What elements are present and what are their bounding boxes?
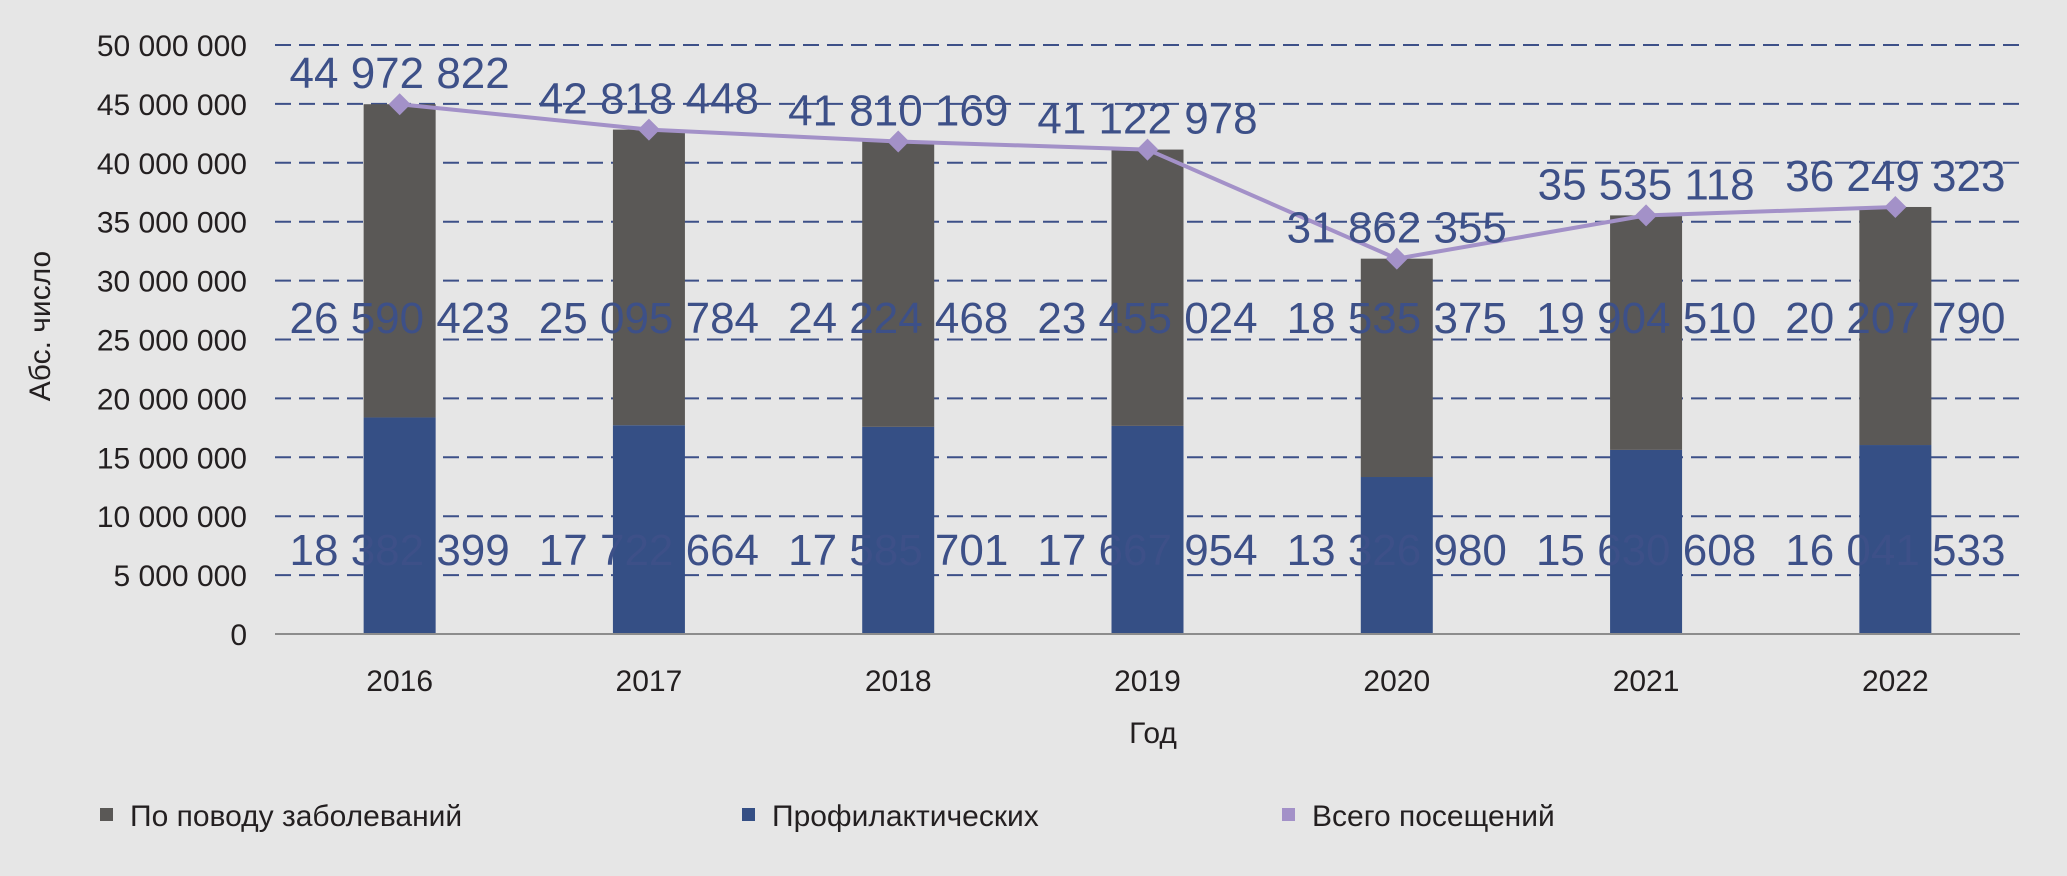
line-marker-total: [1635, 204, 1658, 227]
y-axis-title: Абс. число: [24, 251, 57, 401]
data-label-disease: 26 590 423: [290, 294, 510, 343]
bar-disease: [862, 141, 935, 427]
data-label-preventive: 17 667 954: [1037, 526, 1257, 575]
y-tick-label: 45 000 000: [97, 89, 247, 122]
line-marker-total: [388, 93, 411, 116]
x-axis-title: Год: [1129, 717, 1177, 750]
y-tick-label: 40 000 000: [97, 148, 247, 181]
data-label-preventive: 17 722 664: [539, 526, 759, 575]
data-label-preventive: 17 585 701: [788, 526, 1008, 575]
y-tick-label: 20 000 000: [97, 383, 247, 416]
legend-swatch: [1282, 808, 1295, 821]
data-label-disease: 20 207 790: [1785, 294, 2005, 343]
y-tick-label: 25 000 000: [97, 325, 247, 358]
y-axis-ticks: 0 5 000 000 10 000 000 15 000 000 20 000 000…: [97, 30, 247, 652]
y-tick-label: 5 000 000: [114, 560, 247, 593]
bar-preventive: [363, 417, 436, 634]
x-tick-label: 2017: [616, 665, 683, 698]
x-tick-label: 2021: [1613, 665, 1680, 698]
legend-swatch: [100, 808, 113, 821]
x-axis-ticks: 2016 2017 2018 2019 2020 2021 2022: [366, 665, 1928, 698]
bar-disease: [1360, 258, 1433, 478]
bar-preventive: [1111, 425, 1184, 634]
data-label-total: 36 249 323: [1785, 152, 2005, 201]
bar-preventive: [1610, 449, 1683, 634]
bar-disease: [612, 129, 685, 426]
bar-disease: [1859, 206, 1932, 446]
legend: По поводу заболеваний Профилактических Все…: [100, 800, 1555, 833]
bar-preventive: [862, 426, 935, 634]
line-marker-total: [887, 130, 910, 153]
data-labels: 18 382 399 26 590 423 44 972 822 17 722 664…: [290, 49, 2006, 575]
line-marker-total: [637, 118, 660, 141]
line-marker-total: [1136, 138, 1159, 161]
y-tick-label: 30 000 000: [97, 266, 247, 299]
y-tick-label: 15 000 000: [97, 442, 247, 475]
legend-swatch: [742, 808, 755, 821]
data-label-preventive: 13 326 980: [1287, 526, 1507, 575]
bars: [363, 104, 1932, 634]
x-tick-label: 2016: [366, 665, 433, 698]
data-label-total: 35 535 118: [1538, 160, 1755, 209]
data-label-preventive: 15 630 608: [1536, 526, 1756, 575]
total-line: [388, 93, 1907, 270]
bar-disease: [1610, 215, 1683, 450]
data-label-disease: 25 095 784: [539, 294, 759, 343]
data-label-disease: 19 904 510: [1536, 294, 1756, 343]
x-tick-label: 2022: [1862, 665, 1929, 698]
data-label-total: 31 862 355: [1287, 204, 1507, 253]
bar-preventive: [612, 425, 685, 634]
y-tick-label: 35 000 000: [97, 207, 247, 240]
bar-preventive: [1859, 445, 1932, 634]
y-tick-label: 50 000 000: [97, 30, 247, 63]
data-label-preventive: 16 041 533: [1785, 526, 2005, 575]
y-tick-label: 0: [230, 619, 247, 652]
legend-label: Профилактических: [772, 800, 1039, 833]
data-label-total: 41 122 978: [1037, 95, 1257, 144]
data-label-disease: 24 224 468: [788, 294, 1008, 343]
x-tick-label: 2019: [1114, 665, 1181, 698]
x-tick-label: 2018: [865, 665, 932, 698]
bar-preventive: [1360, 477, 1433, 634]
x-tick-label: 2020: [1363, 665, 1430, 698]
data-label-total: 44 972 822: [290, 49, 510, 98]
bar-disease: [363, 104, 436, 418]
data-label-total: 42 818 448: [539, 75, 759, 124]
legend-label: По поводу заболеваний: [130, 800, 462, 833]
y-tick-label: 10 000 000: [97, 501, 247, 534]
data-label-disease: 23 455 024: [1037, 294, 1257, 343]
line-marker-total: [1385, 247, 1408, 270]
data-label-preventive: 18 382 399: [290, 526, 510, 575]
data-label-disease: 18 535 375: [1287, 294, 1507, 343]
line-marker-total: [1884, 195, 1907, 218]
bar-disease: [1111, 149, 1184, 426]
data-label-total: 41 810 169: [788, 86, 1008, 135]
legend-label: Всего посещений: [1312, 800, 1555, 833]
